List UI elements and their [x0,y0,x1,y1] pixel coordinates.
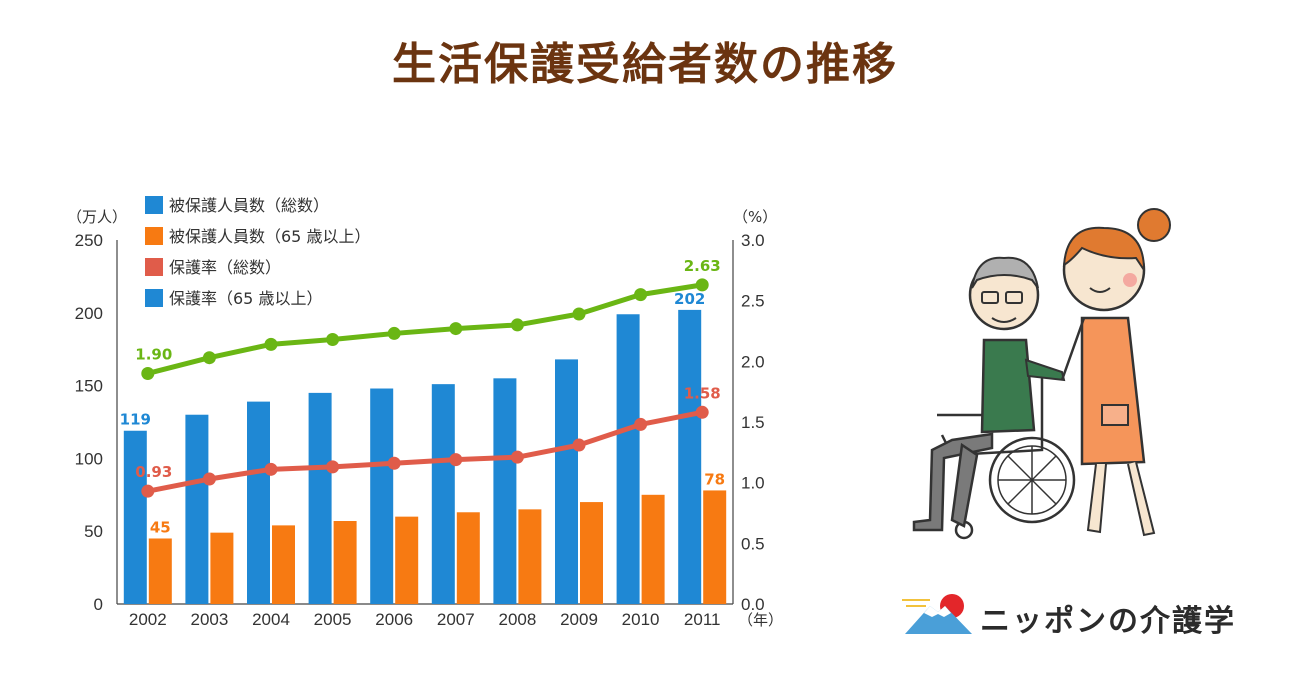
line-point [572,438,586,452]
x-unit-label: （年） [738,611,783,629]
bar-data-label: 202 [674,290,705,308]
line-data-label: 1.90 [135,345,172,363]
bar-data-label: 78 [704,470,725,488]
brand-logo: ニッポンの介護学 [900,592,1260,642]
bar-total [247,401,270,604]
x-tick-label: 2005 [314,610,352,629]
y-right-tick-label: 0.5 [741,534,765,553]
y-left-tick-label: 150 [75,377,103,396]
x-tick-label: 2003 [190,610,228,629]
line-point [264,337,278,351]
mount-fuji-logo-icon [902,594,972,634]
line-rate-elderly [147,409,703,494]
page-title: 生活保護受給者数の推移 [392,39,898,90]
line-point [695,405,709,419]
bar-elderly [148,538,172,604]
y-left-tick-label: 0 [94,595,103,614]
bar-total [493,378,517,604]
x-tick-label: 2007 [437,610,475,629]
y-right-tick-label: 1.5 [741,413,765,432]
bar-elderly [580,502,603,604]
bar-data-label: 119 [120,411,151,429]
bar-elderly [333,521,357,604]
bar-elderly [703,490,727,604]
line-point [634,288,648,302]
line-rate-total [147,282,703,376]
x-tick-label: 2004 [252,610,290,629]
legend-label: 保護率（65 歳以上） [169,289,322,308]
x-tick-label: 2002 [129,610,167,629]
bar-total [185,414,209,604]
bar-total [370,388,394,604]
line-point [510,450,524,464]
y-right-tick-label: 2.5 [741,292,765,311]
legend-swatch [145,196,163,214]
bar-elderly [641,494,665,604]
y-right-tick-label: 3.0 [741,231,765,250]
y-left-tick-label: 250 [75,231,103,250]
x-tick-label: 2011 [684,610,721,629]
y-right-tick-label: 0.0 [741,595,765,614]
line-point [264,462,278,476]
line-point [387,326,401,340]
line-point [326,460,340,474]
bar-total [123,430,147,604]
y-right-tick-label: 2.0 [741,352,765,371]
line-point [202,351,216,365]
bar-elderly [518,509,542,604]
legend-label: 保護率（総数） [169,258,281,277]
line-point [634,417,648,431]
y-right-unit-label: （%） [733,208,777,226]
legend-label: 被保護人員数（総数） [169,196,329,215]
caregiver-illustration [912,208,1171,540]
x-tick-label: 2008 [498,610,536,629]
bar-elderly [456,512,480,604]
y-left-tick-label: 200 [75,304,103,323]
brand-name: ニッポンの介護学 [980,604,1236,639]
bar-total [555,359,578,604]
bar-elderly [272,525,295,604]
line-point [449,322,463,336]
legend-swatch [145,258,163,276]
bar-elderly [210,532,234,604]
y-left-tick-label: 50 [84,522,103,541]
line-point [510,318,524,332]
bar-total [678,309,702,604]
line-point [449,453,463,467]
bar-elderly [395,516,419,604]
line-data-label: 1.58 [684,384,721,402]
y-left-unit-label: （万人） [67,208,127,226]
x-tick-label: 2010 [622,610,660,629]
line-data-label: 0.93 [135,463,172,481]
x-tick-label: 2009 [560,610,598,629]
bar-data-label: 45 [150,518,171,536]
bar-total [616,314,640,604]
line-point [387,456,401,470]
chart: 0 50 100 150 200 250 0.0 0.5 1.0 1.5 2.0 2.5 3.0 （万人）… [67,196,783,629]
line-point [202,472,216,486]
x-tick-label: 2006 [375,610,413,629]
line-point [572,307,586,321]
legend-swatch [145,227,163,245]
line-point [326,332,340,346]
bar-total [431,384,455,604]
y-left-tick-label: 100 [75,449,103,468]
legend-label: 被保護人員数（65 歳以上） [169,227,370,246]
line-point [695,278,709,292]
legend-swatch [145,289,163,307]
line-point [141,366,155,380]
line-point [141,484,155,498]
y-right-tick-label: 1.0 [741,474,765,493]
bar-total [308,392,332,604]
line-data-label: 2.63 [684,257,721,275]
